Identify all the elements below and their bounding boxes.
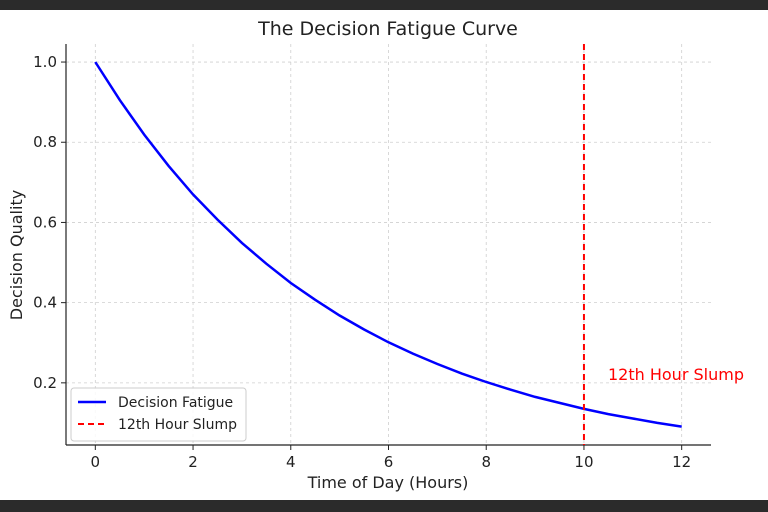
- legend-label-12th-hour-slump: 12th Hour Slump: [118, 417, 237, 433]
- y-tick-label: 0.2: [33, 374, 57, 392]
- chart-title: The Decision Fatigue Curve: [257, 18, 518, 40]
- legend-label-decision-fatigue: Decision Fatigue: [118, 395, 233, 411]
- x-tick-label: 12: [672, 453, 691, 471]
- y-tick-label: 0.8: [33, 133, 57, 151]
- x-tick-label: 6: [384, 453, 394, 471]
- x-tick-label: 8: [481, 453, 491, 471]
- grid: [66, 44, 711, 445]
- x-tick-label: 2: [188, 453, 198, 471]
- chart-canvas: The Decision Fatigue Curve 0 2 4 6 8 10 12 0.2 0…: [0, 10, 768, 500]
- line-chart: The Decision Fatigue Curve 0 2 4 6 8 10 120.20…: [7, 18, 744, 492]
- y-axis-label: Decision Quality: [7, 190, 26, 320]
- y-tick-label: 0.4: [33, 294, 57, 312]
- tick-labels: 0 2 4 6 8 10 12 0.2 0.4 0.6 0.8 1.0: [33, 53, 691, 471]
- series-layer: [94, 44, 682, 445]
- legend-box: [70, 387, 247, 442]
- x-tick-label: 4: [286, 453, 296, 471]
- slump-annotation: 12th Hour Slump: [608, 365, 744, 384]
- x-tick-label: 10: [574, 453, 593, 471]
- y-tick-label: 0.6: [33, 213, 57, 231]
- x-tick-label: 0: [91, 453, 101, 471]
- y-tick-label: 1.0: [33, 53, 57, 71]
- x-axis-label: Time of Day (Hours): [307, 473, 469, 492]
- legend: Decision Fatigue 12th Hour Slump: [70, 387, 247, 442]
- axes: [61, 44, 711, 450]
